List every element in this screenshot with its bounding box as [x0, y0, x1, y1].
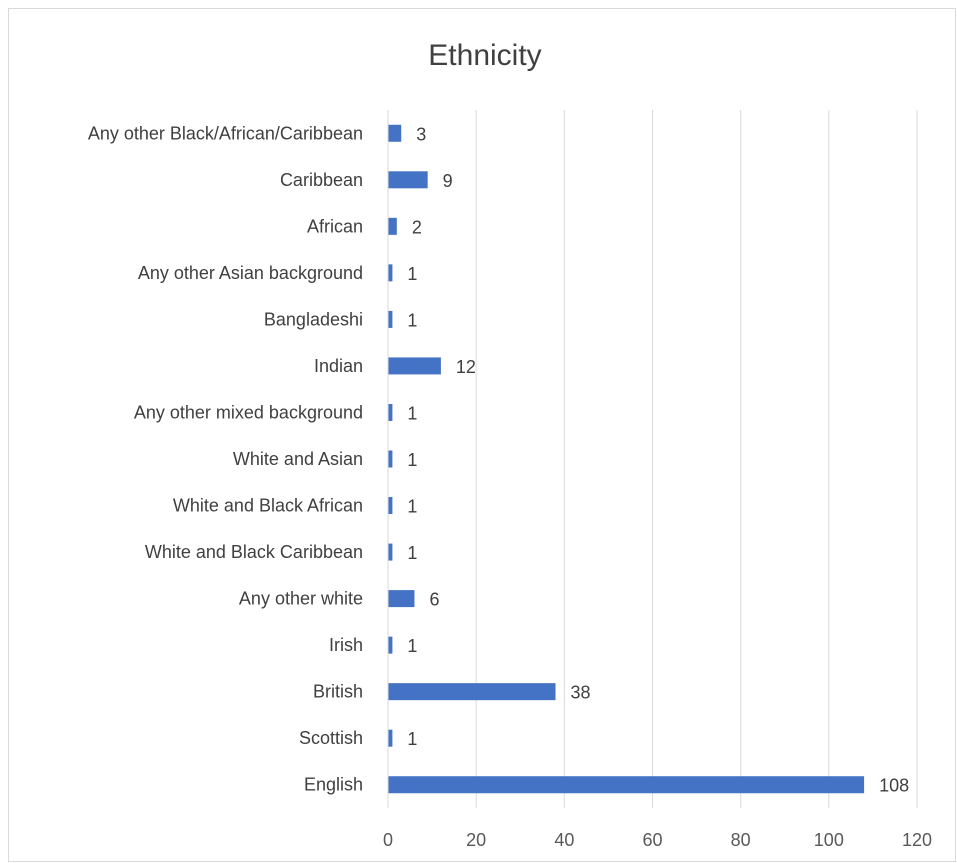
x-tick-label: 20 — [466, 830, 486, 850]
category-label: Any other mixed background — [134, 402, 363, 422]
data-label: 1 — [407, 403, 417, 423]
x-tick-label: 80 — [731, 830, 751, 850]
x-tick-label: 60 — [642, 830, 662, 850]
data-label: 9 — [443, 171, 453, 191]
x-tick-label: 0 — [383, 830, 393, 850]
bars — [388, 124, 865, 794]
gridlines — [475, 110, 918, 808]
data-label: 1 — [407, 497, 417, 517]
category-label: Any other white — [239, 589, 363, 609]
bar — [388, 636, 393, 654]
category-label: White and Black African — [173, 496, 363, 516]
data-label: 12 — [456, 357, 476, 377]
category-label: Scottish — [299, 728, 363, 748]
chart-frame — [8, 8, 956, 862]
data-label: 108 — [879, 776, 909, 796]
bar — [388, 450, 393, 468]
category-label: Any other Black/African/Caribbean — [88, 123, 363, 143]
category-label: Bangladeshi — [264, 309, 363, 329]
x-tick-label: 40 — [554, 830, 574, 850]
data-label: 1 — [407, 450, 417, 470]
data-label: 2 — [412, 217, 422, 237]
chart-title: Ethnicity — [428, 39, 541, 72]
category-label: English — [304, 775, 363, 795]
category-label: Indian — [314, 356, 363, 376]
data-label: 38 — [571, 683, 591, 703]
category-label: Any other Asian background — [138, 263, 363, 283]
data-label: 1 — [407, 543, 417, 563]
data-label: 1 — [407, 636, 417, 656]
data-label: 1 — [407, 310, 417, 330]
data-label: 3 — [416, 124, 426, 144]
category-label: White and Black Caribbean — [145, 542, 363, 562]
category-label: Irish — [329, 635, 363, 655]
bar — [388, 590, 415, 608]
category-label: African — [307, 216, 363, 236]
bar — [388, 357, 441, 375]
bar — [388, 776, 865, 794]
bar — [388, 217, 397, 235]
data-label: 1 — [407, 729, 417, 749]
bar — [388, 403, 393, 421]
bar — [388, 124, 402, 142]
bar — [388, 543, 393, 561]
category-labels: Any other Black/African/Caribbean Caribbe… — [88, 123, 363, 794]
x-tick-label: 100 — [814, 830, 844, 850]
bar — [388, 729, 393, 747]
bar — [388, 264, 393, 282]
data-label: 6 — [429, 590, 439, 610]
category-label: Caribbean — [280, 170, 363, 190]
category-label: British — [313, 682, 363, 702]
bar — [388, 497, 393, 515]
bar — [388, 310, 393, 328]
data-label: 1 — [407, 264, 417, 284]
bar — [388, 683, 556, 701]
x-axis-tick-labels: 0 20 40 60 80 100 120 — [383, 830, 932, 850]
x-tick-label: 120 — [902, 830, 932, 850]
category-label: White and Asian — [233, 449, 363, 469]
bar — [388, 171, 428, 189]
